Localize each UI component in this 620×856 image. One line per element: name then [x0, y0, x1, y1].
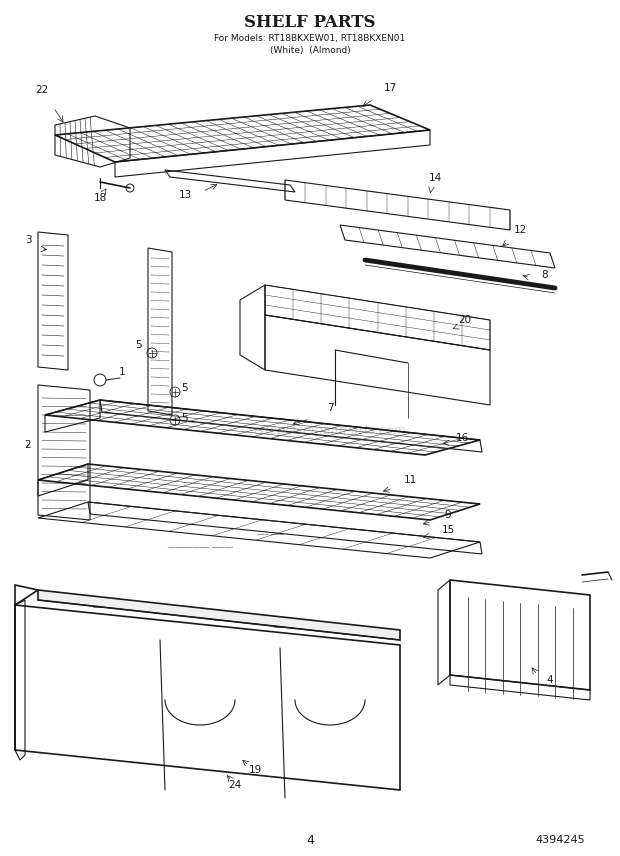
Text: 4: 4 — [547, 675, 553, 685]
Text: 5: 5 — [182, 413, 188, 423]
Text: ─── ───: ─── ─── — [256, 532, 284, 538]
Text: 9: 9 — [445, 510, 451, 520]
Text: 19: 19 — [249, 765, 262, 775]
Text: 8: 8 — [542, 270, 548, 280]
Text: 17: 17 — [383, 83, 397, 93]
Text: 13: 13 — [179, 190, 192, 200]
Text: 20: 20 — [458, 315, 472, 325]
Text: 14: 14 — [428, 173, 441, 183]
Text: 1: 1 — [118, 367, 125, 377]
Text: For Models: RT18BKXEW01, RT18BKXEN01: For Models: RT18BKXEW01, RT18BKXEN01 — [215, 33, 405, 43]
Text: 5: 5 — [182, 383, 188, 393]
Text: 3: 3 — [25, 235, 32, 245]
Polygon shape — [38, 590, 400, 640]
Text: 18: 18 — [94, 193, 107, 203]
Text: 24: 24 — [228, 780, 242, 790]
Text: 11: 11 — [404, 475, 417, 485]
Text: 16: 16 — [455, 433, 469, 443]
Text: 15: 15 — [441, 525, 454, 535]
Text: eReplacementParts.com: eReplacementParts.com — [254, 424, 406, 437]
Text: 12: 12 — [513, 225, 526, 235]
Text: 22: 22 — [35, 85, 48, 95]
Text: (White)  (Almond): (White) (Almond) — [270, 45, 350, 55]
Text: ────────── ─────: ────────── ───── — [167, 545, 233, 551]
Text: 4394245: 4394245 — [535, 835, 585, 845]
Text: 7: 7 — [327, 403, 334, 413]
Text: 2: 2 — [25, 440, 32, 450]
Text: SHELF PARTS: SHELF PARTS — [244, 14, 376, 31]
Text: 5: 5 — [135, 340, 141, 350]
Text: 4: 4 — [306, 834, 314, 847]
